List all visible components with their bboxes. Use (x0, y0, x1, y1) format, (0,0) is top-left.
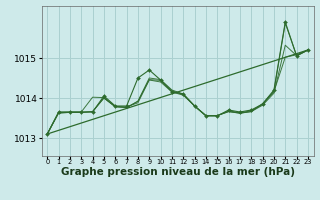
X-axis label: Graphe pression niveau de la mer (hPa): Graphe pression niveau de la mer (hPa) (60, 167, 295, 177)
